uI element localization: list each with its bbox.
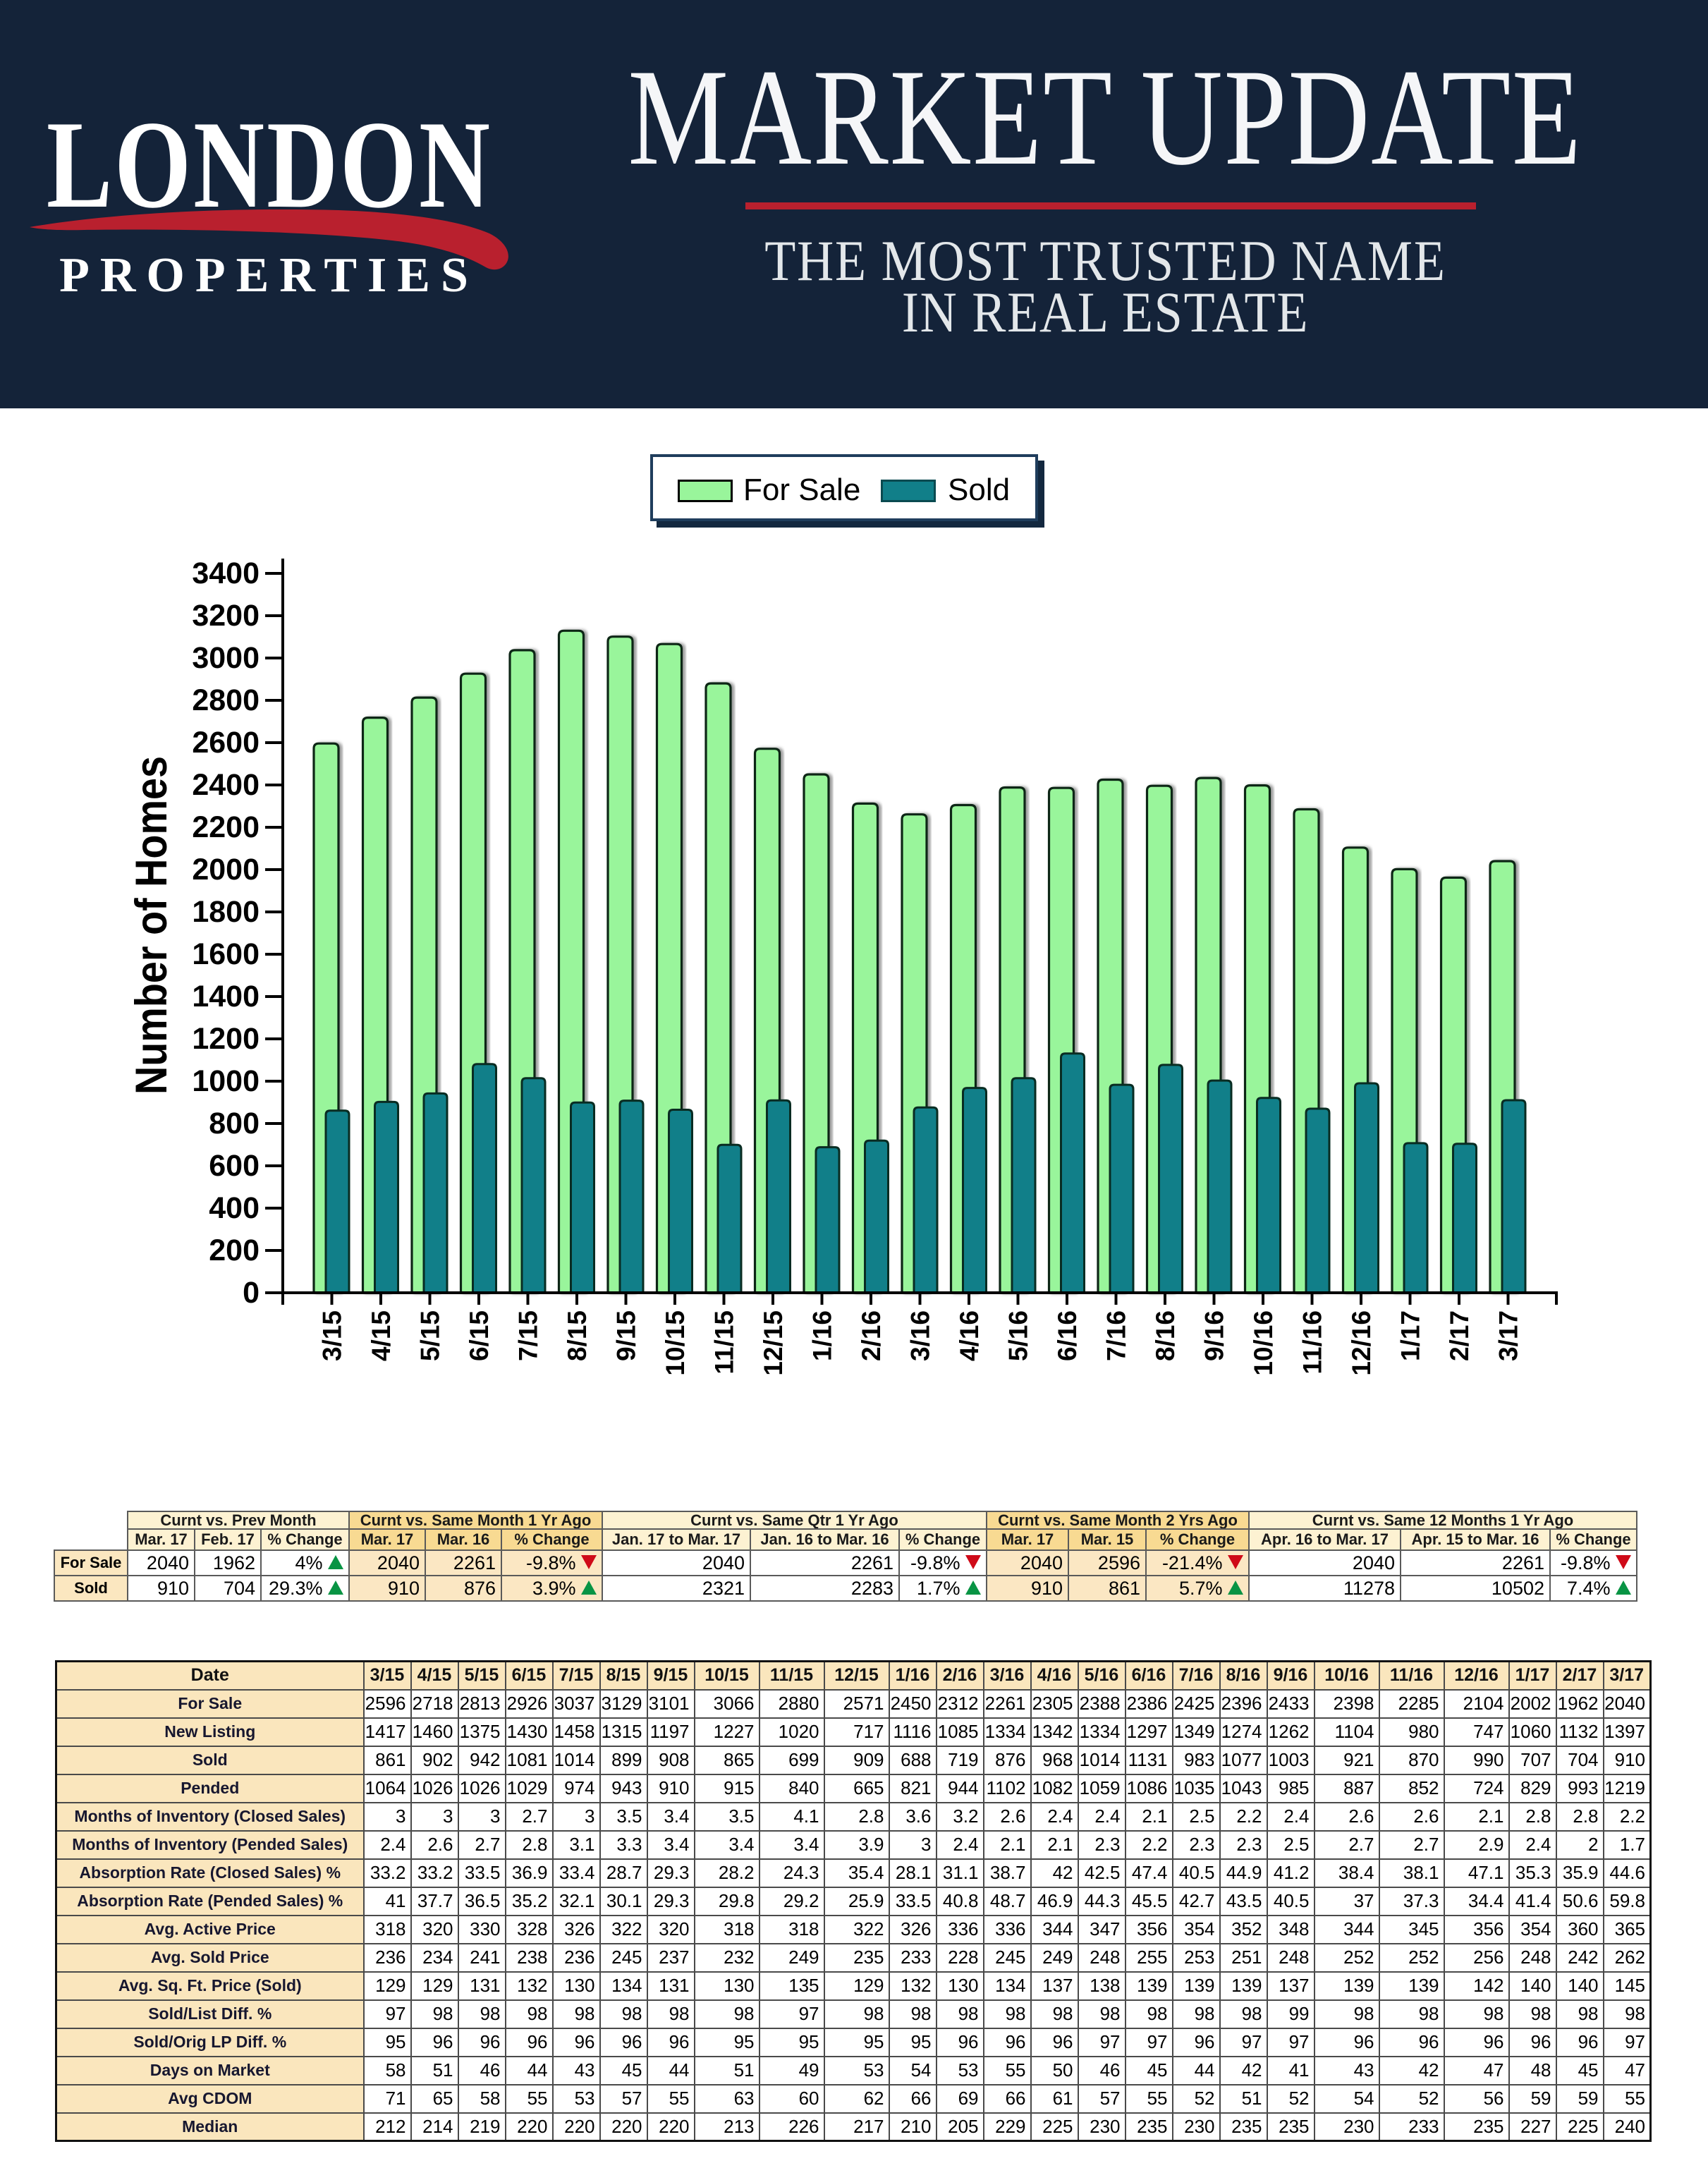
svg-text:6/15: 6/15 — [465, 1310, 494, 1361]
svg-text:3200: 3200 — [192, 599, 260, 633]
svg-text:3/16: 3/16 — [906, 1310, 935, 1361]
svg-text:6/16: 6/16 — [1053, 1310, 1082, 1361]
svg-text:1200: 1200 — [192, 1022, 260, 1056]
svg-text:Number of Homes: Number of Homes — [127, 756, 176, 1095]
svg-text:12/15: 12/15 — [759, 1310, 788, 1376]
svg-text:1800: 1800 — [192, 895, 260, 929]
svg-text:11/16: 11/16 — [1298, 1310, 1327, 1375]
svg-text:2/17: 2/17 — [1445, 1310, 1474, 1361]
svg-text:3000: 3000 — [192, 641, 260, 675]
svg-text:400: 400 — [209, 1191, 260, 1225]
svg-text:2000: 2000 — [192, 853, 260, 887]
svg-text:2800: 2800 — [192, 683, 260, 717]
svg-text:9/15: 9/15 — [612, 1310, 641, 1361]
svg-text:5/16: 5/16 — [1004, 1310, 1033, 1361]
svg-text:3/17: 3/17 — [1494, 1310, 1523, 1361]
svg-text:1600: 1600 — [192, 937, 260, 971]
svg-text:10/16: 10/16 — [1249, 1310, 1278, 1376]
svg-text:1/16: 1/16 — [808, 1310, 837, 1361]
svg-text:8/15: 8/15 — [563, 1310, 592, 1361]
svg-text:2/16: 2/16 — [857, 1310, 886, 1361]
svg-text:3/15: 3/15 — [318, 1310, 347, 1361]
svg-text:5/15: 5/15 — [416, 1310, 445, 1361]
svg-text:9/16: 9/16 — [1200, 1310, 1229, 1361]
svg-text:4/16: 4/16 — [955, 1310, 984, 1361]
svg-text:10/15: 10/15 — [661, 1310, 690, 1376]
svg-text:200: 200 — [209, 1234, 260, 1267]
svg-text:7/16: 7/16 — [1102, 1310, 1131, 1361]
svg-text:1400: 1400 — [192, 980, 260, 1013]
svg-text:7/15: 7/15 — [514, 1310, 543, 1361]
svg-text:1/17: 1/17 — [1396, 1310, 1425, 1361]
svg-text:8/16: 8/16 — [1151, 1310, 1180, 1361]
svg-text:2200: 2200 — [192, 810, 260, 844]
svg-text:800: 800 — [209, 1107, 260, 1140]
svg-text:4/15: 4/15 — [367, 1310, 396, 1361]
svg-text:3400: 3400 — [192, 556, 260, 590]
svg-text:0: 0 — [243, 1276, 260, 1310]
svg-text:2600: 2600 — [192, 726, 260, 760]
svg-text:11/15: 11/15 — [710, 1310, 739, 1375]
svg-text:2400: 2400 — [192, 768, 260, 802]
svg-text:1000: 1000 — [192, 1064, 260, 1098]
svg-text:12/16: 12/16 — [1347, 1310, 1376, 1376]
svg-text:600: 600 — [209, 1149, 260, 1183]
